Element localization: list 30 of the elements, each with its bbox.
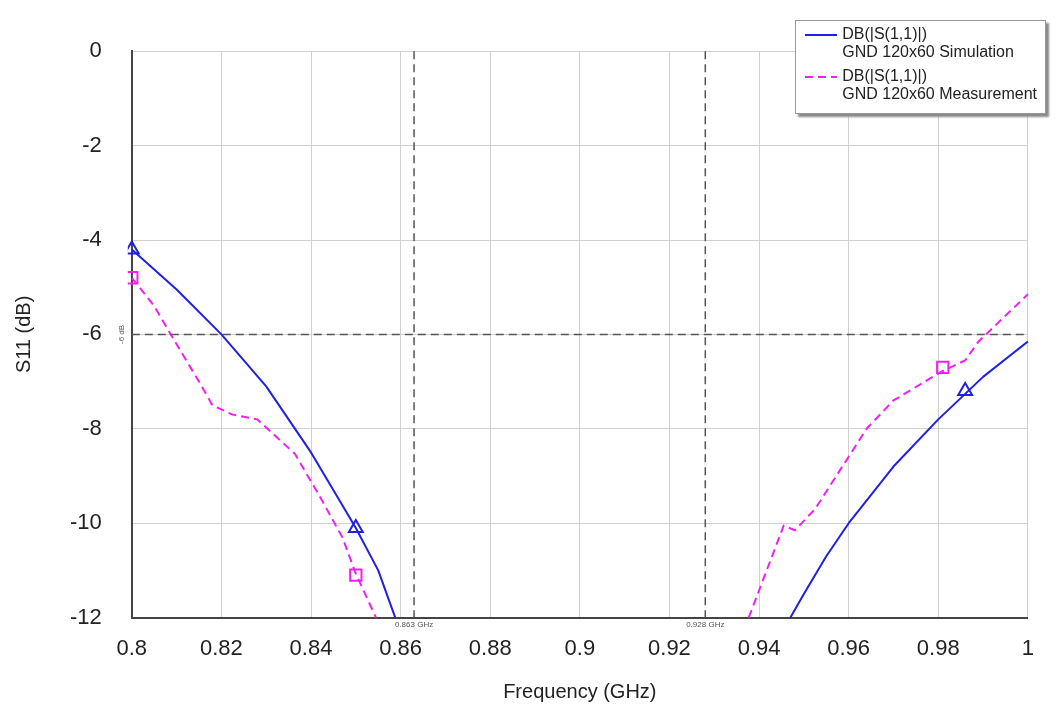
legend-label: DB(|S(1,1)|) GND 120x60 Measurement [842, 67, 1037, 103]
x-tick-label: 0.98 [916, 634, 960, 660]
x-tick-label: 0.88 [468, 634, 512, 660]
x-tick-label: 0.82 [199, 634, 243, 660]
x-tick-label: 1 [1021, 634, 1035, 660]
x-tick-label: 0.9 [564, 634, 596, 660]
x-tick-label: 0.8 [116, 634, 148, 660]
x-tick-label: 0.92 [648, 634, 691, 660]
y-axis-title: S11 (dB) [11, 295, 34, 374]
ref-line-label: 0.863 GHz [394, 619, 434, 629]
y-tick-label: -10 [70, 509, 102, 535]
legend-label: DB(|S(1,1)|) GND 120x60 Simulation [842, 25, 1014, 61]
ref-line-label: -6 dB [117, 324, 126, 344]
point [347, 518, 364, 533]
x-tick-label: 0.86 [379, 634, 423, 660]
x-axis-title: Frequency (GHz) [503, 679, 657, 702]
y-tick-label: -6 [82, 320, 102, 346]
x-tick-label: 0.84 [289, 634, 333, 660]
y-tick-label: -4 [82, 226, 102, 252]
point [127, 271, 139, 285]
point [936, 360, 950, 375]
y-tick-label: -2 [82, 131, 102, 157]
x-tick-label: 0.96 [827, 634, 871, 660]
ref-line-label: 0.928 GHz [686, 619, 725, 629]
y-tick-label: -12 [70, 603, 102, 629]
y-tick-label: -8 [82, 414, 102, 440]
point [349, 568, 363, 582]
y-tick-label: 0 [89, 37, 102, 63]
point [957, 382, 974, 397]
x-tick-label: 0.94 [737, 634, 781, 660]
